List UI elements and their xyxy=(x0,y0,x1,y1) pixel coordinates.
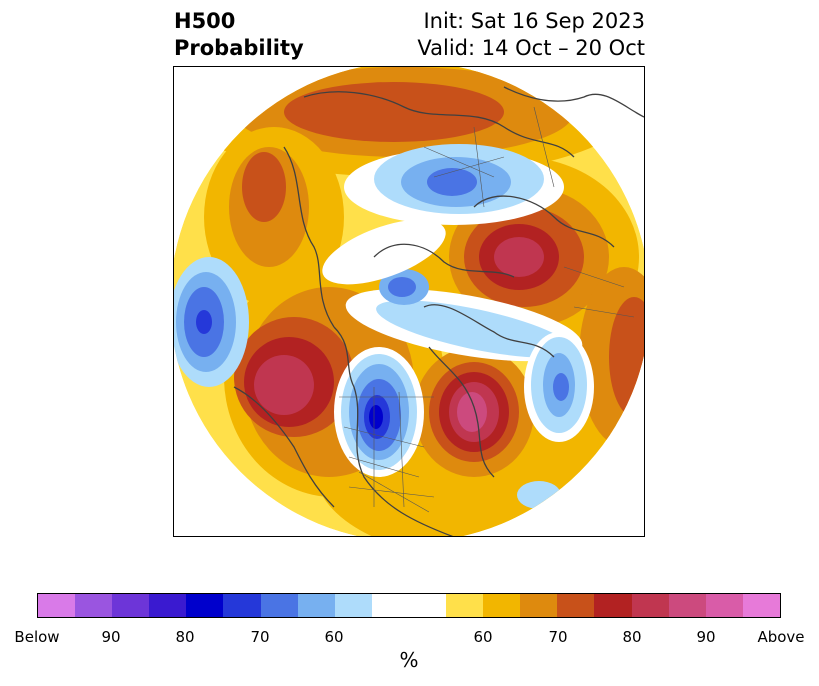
coastlines xyxy=(233,86,644,536)
colorbar-segment xyxy=(371,594,409,617)
colorbar-tick-label: 80 xyxy=(622,628,642,646)
colorbar-segment xyxy=(557,594,595,617)
colorbar-tick-label: 60 xyxy=(324,628,344,646)
colorbar-segment xyxy=(483,594,521,617)
colorbar-segment xyxy=(668,594,706,617)
colorbar-segment xyxy=(594,594,632,617)
map-title: H500 Probability xyxy=(174,8,304,62)
colorbar-segment xyxy=(75,594,113,617)
valid-range: Valid: 14 Oct – 20 Oct xyxy=(417,36,645,60)
colorbar-segment xyxy=(223,594,261,617)
colorbar-segment xyxy=(186,594,224,617)
colorbar-segment xyxy=(38,594,76,617)
map-canvas xyxy=(174,67,644,536)
colorbar-tick-label: 70 xyxy=(250,628,270,646)
colorbar-segment xyxy=(149,594,187,617)
colorbar-tick-label: 70 xyxy=(548,628,568,646)
colorbar-segment xyxy=(112,594,150,617)
colorbar-tick-label: Above xyxy=(757,628,805,646)
borders xyxy=(339,106,635,513)
probability-map xyxy=(173,66,645,537)
colorbar-tick-label: Below xyxy=(14,628,60,646)
colorbar-tick-label: 90 xyxy=(696,628,716,646)
date-info: Init: Sat 16 Sep 2023 Valid: 14 Oct – 20… xyxy=(417,8,645,62)
colorbar-segment xyxy=(408,594,447,617)
colorbar-tick-label: 60 xyxy=(473,628,493,646)
colorbar-unit: % xyxy=(399,648,419,672)
colorbar-segment xyxy=(334,594,372,617)
colorbar-tick-label: 80 xyxy=(175,628,195,646)
colorbar-segment xyxy=(520,594,558,617)
title-line-1: H500 xyxy=(174,9,236,33)
colorbar-segment xyxy=(260,594,298,617)
colorbar-segment xyxy=(631,594,669,617)
title-line-2: Probability xyxy=(174,36,304,60)
colorbar-segment xyxy=(705,594,743,617)
colorbar-tick-label: 90 xyxy=(101,628,121,646)
forecast-field xyxy=(174,67,644,536)
colorbar xyxy=(37,593,781,618)
colorbar-segment xyxy=(297,594,335,617)
colorbar-segment xyxy=(446,594,484,617)
init-date: Init: Sat 16 Sep 2023 xyxy=(423,9,645,33)
colorbar-segment xyxy=(742,594,780,617)
